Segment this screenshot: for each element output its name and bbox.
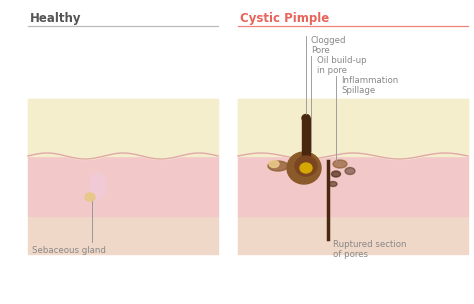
Text: Ruptured section
of pores: Ruptured section of pores xyxy=(333,240,407,259)
Ellipse shape xyxy=(300,163,312,173)
Bar xyxy=(28,99,218,156)
Bar xyxy=(238,99,468,156)
Ellipse shape xyxy=(269,161,279,168)
Bar xyxy=(238,216,468,254)
Text: Sebaceous gland: Sebaceous gland xyxy=(32,246,106,255)
Text: Cystic Pimple: Cystic Pimple xyxy=(240,12,329,25)
Ellipse shape xyxy=(331,171,340,177)
Bar xyxy=(28,156,218,216)
Ellipse shape xyxy=(333,160,347,168)
Ellipse shape xyxy=(329,181,337,186)
Ellipse shape xyxy=(287,152,321,184)
Ellipse shape xyxy=(302,115,310,122)
Bar xyxy=(302,118,310,156)
Text: Healthy: Healthy xyxy=(30,12,82,25)
Ellipse shape xyxy=(345,168,355,174)
Ellipse shape xyxy=(295,156,317,176)
Text: Inflammation
Spillage: Inflammation Spillage xyxy=(341,76,398,95)
Bar xyxy=(28,216,218,254)
Ellipse shape xyxy=(85,193,95,201)
Ellipse shape xyxy=(90,173,106,199)
Text: Clogged
Pore: Clogged Pore xyxy=(311,36,346,55)
Bar xyxy=(238,156,468,216)
Ellipse shape xyxy=(268,161,288,171)
Text: Oil build-up
in pore: Oil build-up in pore xyxy=(317,56,366,75)
